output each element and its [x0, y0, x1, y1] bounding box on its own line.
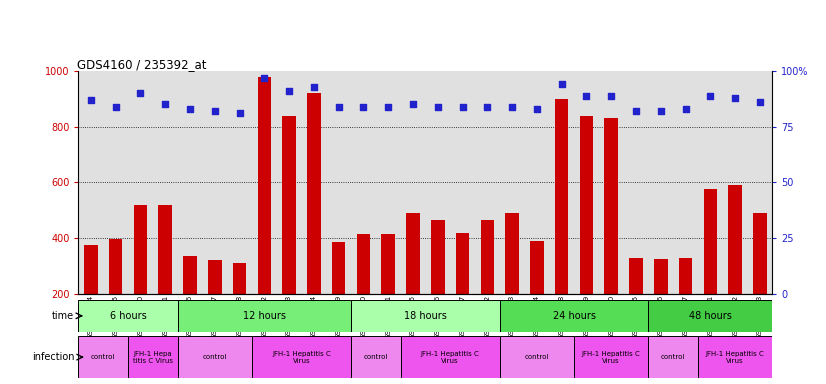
- Point: [506, 104, 519, 110]
- Point: [530, 106, 544, 112]
- Bar: [382, 234, 395, 349]
- Point: [654, 108, 667, 114]
- Bar: [84, 245, 97, 349]
- Bar: [178, 300, 351, 332]
- Bar: [78, 336, 128, 378]
- Bar: [555, 99, 568, 349]
- Bar: [629, 258, 643, 349]
- Point: [481, 104, 494, 110]
- Point: [431, 104, 444, 110]
- Point: [679, 106, 692, 112]
- Bar: [401, 336, 500, 378]
- Text: JFH-1 Hepatitis C
Virus: JFH-1 Hepatitis C Virus: [420, 351, 480, 364]
- Bar: [252, 336, 351, 378]
- Bar: [574, 336, 648, 378]
- Point: [134, 90, 147, 96]
- Bar: [357, 234, 370, 349]
- Point: [406, 101, 420, 108]
- Point: [183, 106, 197, 112]
- Bar: [605, 118, 618, 349]
- Bar: [648, 336, 698, 378]
- Text: 6 hours: 6 hours: [110, 311, 146, 321]
- Point: [159, 101, 172, 108]
- Point: [282, 88, 296, 94]
- Bar: [500, 300, 648, 332]
- Bar: [208, 260, 221, 349]
- Point: [555, 81, 568, 88]
- Bar: [307, 93, 320, 349]
- Bar: [78, 300, 178, 332]
- Point: [729, 95, 742, 101]
- Bar: [183, 256, 197, 349]
- Text: 18 hours: 18 hours: [404, 311, 447, 321]
- Bar: [233, 263, 246, 349]
- Point: [580, 93, 593, 99]
- Text: GDS4160 / 235392_at: GDS4160 / 235392_at: [77, 58, 206, 71]
- Bar: [679, 258, 692, 349]
- Text: 12 hours: 12 hours: [243, 311, 286, 321]
- Bar: [351, 300, 500, 332]
- Bar: [109, 240, 122, 349]
- Text: JFH-1 Hepatitis C
Virus: JFH-1 Hepatitis C Virus: [272, 351, 331, 364]
- Point: [753, 99, 767, 105]
- Point: [84, 97, 97, 103]
- Point: [109, 104, 122, 110]
- Bar: [406, 213, 420, 349]
- Text: JFH-1 Hepatitis C
Virus: JFH-1 Hepatitis C Virus: [705, 351, 765, 364]
- Bar: [431, 220, 444, 349]
- Point: [605, 93, 618, 99]
- Text: time: time: [52, 311, 74, 321]
- Text: control: control: [525, 354, 549, 360]
- Point: [233, 110, 246, 116]
- Bar: [698, 336, 772, 378]
- Bar: [753, 213, 767, 349]
- Text: control: control: [202, 354, 227, 360]
- Text: control: control: [363, 354, 388, 360]
- Point: [629, 108, 643, 114]
- Text: JFH-1 Hepatitis C
Virus: JFH-1 Hepatitis C Virus: [582, 351, 641, 364]
- Point: [704, 93, 717, 99]
- Point: [456, 104, 469, 110]
- Bar: [729, 185, 742, 349]
- Bar: [134, 205, 147, 349]
- Bar: [506, 213, 519, 349]
- Point: [357, 104, 370, 110]
- Bar: [648, 300, 772, 332]
- Bar: [530, 241, 544, 349]
- Bar: [178, 336, 252, 378]
- Point: [258, 74, 271, 81]
- Point: [307, 84, 320, 90]
- Text: JFH-1 Hepa
titis C Virus: JFH-1 Hepa titis C Virus: [133, 351, 173, 364]
- Text: control: control: [91, 354, 116, 360]
- Bar: [128, 336, 178, 378]
- Bar: [159, 205, 172, 349]
- Text: infection: infection: [32, 352, 74, 362]
- Bar: [456, 233, 469, 349]
- Point: [208, 108, 221, 114]
- Bar: [282, 116, 296, 349]
- Point: [382, 104, 395, 110]
- Bar: [351, 336, 401, 378]
- Bar: [580, 116, 593, 349]
- Bar: [258, 77, 271, 349]
- Bar: [481, 220, 494, 349]
- Text: control: control: [661, 354, 686, 360]
- Bar: [654, 259, 667, 349]
- Bar: [500, 336, 574, 378]
- Bar: [332, 242, 345, 349]
- Bar: [704, 189, 717, 349]
- Point: [332, 104, 345, 110]
- Text: 24 hours: 24 hours: [553, 311, 596, 321]
- Text: 48 hours: 48 hours: [689, 311, 732, 321]
